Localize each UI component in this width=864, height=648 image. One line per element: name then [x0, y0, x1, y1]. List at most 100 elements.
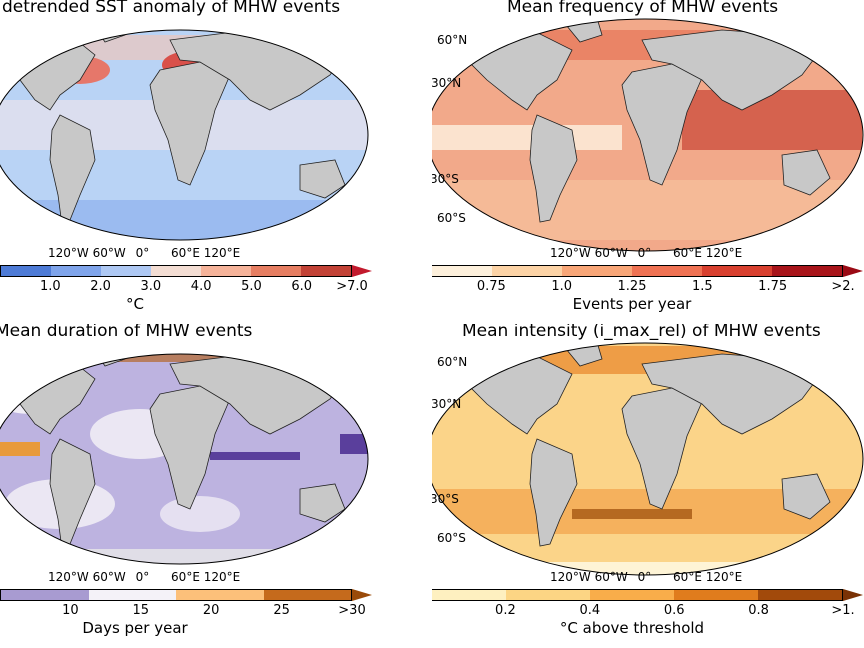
lon-label: 120°W [550, 570, 591, 584]
lat-label: 30°N [432, 397, 462, 411]
lon-label: 120°W [48, 570, 89, 584]
colorbar-tick: 0.8 [748, 603, 769, 618]
colorbar-tick: 0.4 [579, 603, 601, 618]
colorbar-c-right-tri [352, 589, 372, 601]
colorbar-segment [506, 590, 590, 600]
colorbar-a-right-tri [352, 265, 372, 277]
colorbar-tick: 20 [202, 603, 220, 618]
colorbar-segment [263, 590, 351, 600]
lat-label: 60°N [437, 33, 468, 47]
colorbar-c-label: Days per year [82, 619, 188, 637]
colorbar-c [0, 589, 352, 601]
colorbar-tick: 1.0 [39, 279, 61, 294]
colorbar-tick: 3.0 [140, 279, 162, 294]
colorbar-b-right-tri [843, 265, 863, 277]
lat-label: 60°S [437, 211, 466, 225]
lon-labels-b: 120°W 60°W 0° 60°E 120°E [550, 246, 742, 260]
panel-b-title: Mean frequency of MHW events [507, 0, 779, 17]
colorbar-tick: >2. [831, 279, 855, 294]
colorbar-tick: >1. [831, 603, 855, 618]
colorbar-tick: 10 [62, 603, 79, 618]
colorbar-d-label: °C above threshold [559, 619, 705, 637]
lat-label: 30°N [432, 76, 462, 90]
colorbar-b [432, 265, 843, 277]
colorbar-d-right-tri [843, 589, 863, 601]
lon-label: 120°E [203, 246, 241, 260]
colorbar-segment [1, 590, 89, 600]
lon-label: 60°E [171, 570, 200, 584]
colorbar-a [0, 265, 352, 277]
colorbar-tick: 15 [132, 603, 150, 618]
colorbar-segment [758, 590, 842, 600]
panel-d-title: Mean intensity (i_max_rel) of MHW events [462, 324, 821, 341]
colorbar-tick: 1.75 [758, 279, 788, 294]
colorbar-tick: 0.6 [663, 603, 685, 618]
colorbar-tick: 25 [273, 603, 290, 618]
colorbar-segment [201, 266, 251, 276]
colorbar-tick: 1.5 [691, 279, 713, 294]
colorbar-b-label: Events per year [572, 295, 692, 313]
lat-label: 60°S [437, 531, 466, 545]
lon-label: 120°E [705, 570, 743, 584]
colorbar-d [432, 589, 843, 601]
lon-label: 0° [637, 246, 652, 260]
lon-labels-d: 120°W 60°W 0° 60°E 120°E [550, 570, 742, 584]
lon-label: 0° [637, 570, 652, 584]
lon-label: 60°W [594, 570, 628, 584]
panel-d: D Mean intensity (i_max_rel) of MHW even… [432, 324, 864, 648]
colorbar-segment [176, 590, 264, 600]
colorbar-tick: 0.75 [476, 279, 506, 294]
lon-label: 120°W [550, 246, 591, 260]
lon-label: 60°E [673, 570, 702, 584]
lon-label: 60°W [92, 246, 126, 260]
colorbar-a-label: °C [126, 295, 144, 313]
lon-label: 120°E [705, 246, 743, 260]
lon-labels-a: 120°W 60°W 0° 60°E 120°E [48, 246, 240, 260]
map-b [432, 18, 864, 252]
lat-label: 60°N [437, 355, 468, 369]
lon-label: 120°E [203, 570, 241, 584]
panel-a-title: detrended SST anomaly of MHW events [2, 0, 341, 17]
colorbar-segment [101, 266, 151, 276]
colorbar-tick: 1.25 [617, 279, 647, 294]
colorbar-tick: 2.0 [90, 279, 111, 294]
colorbar-segment [702, 266, 772, 276]
lon-labels-c: 120°W 60°W 0° 60°E 120°E [48, 570, 240, 584]
lon-label: 0° [135, 570, 150, 584]
map-a [0, 29, 369, 241]
colorbar-segment [151, 266, 201, 276]
colorbar-segment [251, 266, 301, 276]
lon-label: 60°W [594, 246, 628, 260]
colorbar-tick: >30 [338, 603, 366, 618]
colorbar-segment [432, 266, 492, 276]
colorbar-tick: >7.0 [336, 279, 368, 294]
colorbar-segment [88, 590, 176, 600]
colorbar-segment [492, 266, 562, 276]
colorbar-tick: 6.0 [291, 279, 313, 294]
colorbar-tick: 4.0 [190, 279, 212, 294]
lat-label: 30°S [432, 492, 459, 506]
lon-label: 120°W [48, 246, 89, 260]
panel-b: B Mean frequency of MHW events 60°N 30°N… [432, 0, 864, 324]
colorbar-segment [51, 266, 101, 276]
colorbar-segment [674, 590, 758, 600]
lat-label: 30°S [432, 172, 459, 186]
panel-a: detrended SST anomaly of MHW events [0, 0, 432, 324]
lon-label: 60°E [673, 246, 702, 260]
colorbar-tick: 5.0 [241, 279, 262, 294]
colorbar-tick: 0.2 [495, 603, 516, 618]
lon-label: 0° [135, 246, 150, 260]
colorbar-segment [590, 590, 674, 600]
colorbar-segment [562, 266, 632, 276]
colorbar-segment [432, 590, 506, 600]
lon-label: 60°E [171, 246, 200, 260]
colorbar-segment [632, 266, 702, 276]
colorbar-segment [301, 266, 351, 276]
colorbar-segment [772, 266, 842, 276]
map-d [432, 342, 864, 576]
map-c [0, 353, 369, 565]
panel-c: Mean duration of MHW events [0, 324, 432, 648]
panel-c-title: Mean duration of MHW events [0, 324, 253, 341]
colorbar-tick: 1.0 [551, 279, 572, 294]
lon-label: 60°W [92, 570, 126, 584]
